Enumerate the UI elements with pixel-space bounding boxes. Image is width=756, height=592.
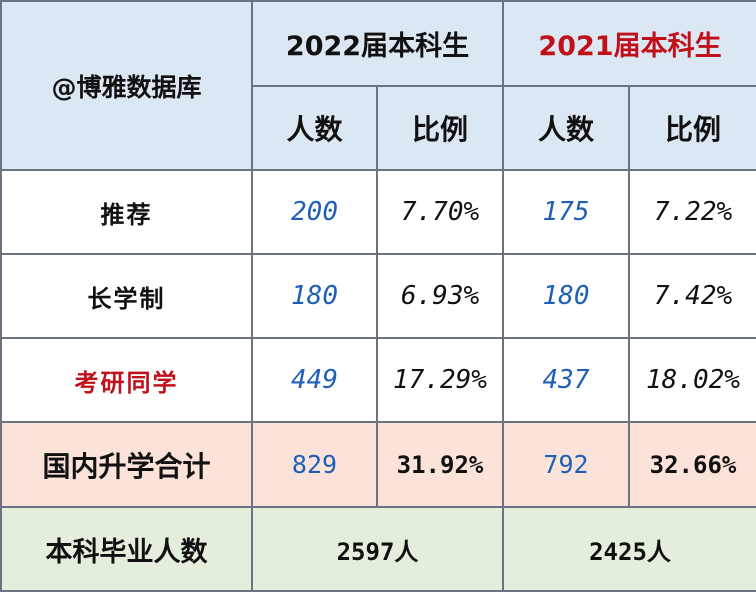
count-2021: 180: [502, 253, 630, 339]
ratio-2021: 7.22%: [628, 169, 756, 255]
year-2022-header: 2022届本科生: [251, 0, 504, 87]
count-2022: 449: [251, 337, 378, 423]
count-header-2022: 人数: [251, 85, 378, 171]
graduates-2022: 2597人: [251, 506, 504, 592]
total-count-2022: 829: [251, 421, 378, 508]
row-label: 长学制: [0, 253, 253, 339]
ratio-2021: 7.42%: [628, 253, 756, 339]
corner-label: @博雅数据库: [0, 0, 253, 171]
row-label: 考研同学: [0, 337, 253, 423]
count-2022: 180: [251, 253, 378, 339]
table-row-recommend: 推荐 200 7.70% 175 7.22%: [0, 169, 756, 255]
count-2021: 175: [502, 169, 630, 255]
table-row-domestic-total: 国内升学合计 829 31.92% 792 32.66%: [0, 421, 756, 508]
ratio-2021: 18.02%: [628, 337, 756, 423]
year-2021-header: 2021届本科生: [502, 0, 756, 87]
table-row-long-program: 长学制 180 6.93% 180 7.42%: [0, 253, 756, 339]
ratio-header-2021: 比例: [628, 85, 756, 171]
ratio-header-2022: 比例: [376, 85, 504, 171]
row-label: 推荐: [0, 169, 253, 255]
total-count-2021: 792: [502, 421, 630, 508]
count-header-2021: 人数: [502, 85, 630, 171]
total-ratio-2022: 31.92%: [376, 421, 504, 508]
total-label: 国内升学合计: [0, 421, 253, 508]
graduates-2021: 2425人: [502, 506, 756, 592]
graduates-label: 本科毕业人数: [0, 506, 253, 592]
ratio-2022: 17.29%: [376, 337, 504, 423]
count-2022: 200: [251, 169, 378, 255]
ratio-2022: 7.70%: [376, 169, 504, 255]
ratio-2022: 6.93%: [376, 253, 504, 339]
table-row-postgrad-exam: 考研同学 449 17.29% 437 18.02%: [0, 337, 756, 423]
total-ratio-2021: 32.66%: [628, 421, 756, 508]
count-2021: 437: [502, 337, 630, 423]
table-row-graduates: 本科毕业人数 2597人 2425人: [0, 506, 756, 592]
